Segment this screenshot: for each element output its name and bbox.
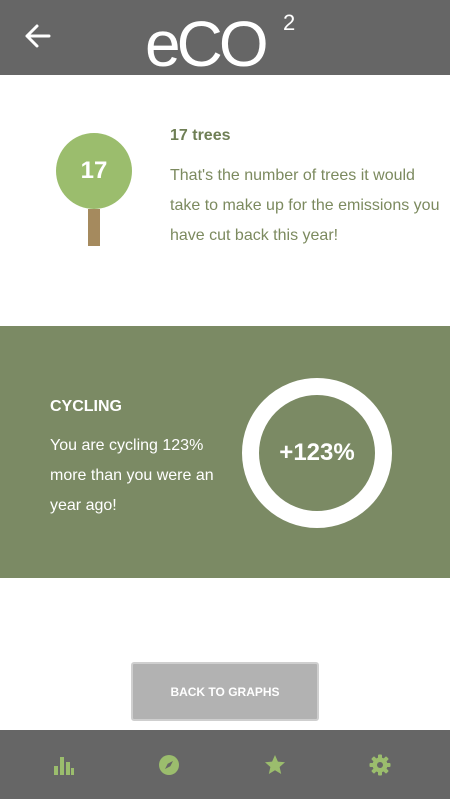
trees-title: 17 trees [170, 127, 231, 144]
bar-chart-icon [54, 757, 74, 775]
trees-section: 17 17 trees That's the number of trees i… [0, 75, 450, 326]
gear-icon [369, 754, 391, 776]
cycling-section: CYCLING You are cycling 123% more than y… [0, 326, 450, 578]
nav-settings[interactable] [368, 753, 392, 777]
app-header: eCO 2 [0, 0, 450, 75]
nav-favorites[interactable] [263, 753, 287, 777]
back-to-graphs-button[interactable]: BACK TO GRAPHS [131, 662, 319, 721]
nav-stats[interactable] [52, 753, 76, 777]
eco2-logo: eCO 2 [145, 8, 295, 72]
back-button[interactable] [22, 20, 52, 52]
bottom-navigation [0, 730, 450, 799]
tree-trunk [88, 209, 100, 246]
cycling-percent-value: +123% [279, 439, 355, 466]
svg-text:2: 2 [283, 10, 295, 35]
tree-count: 17 [80, 157, 108, 184]
nav-explore[interactable] [157, 753, 181, 777]
tree-crown: 17 [56, 133, 132, 209]
svg-text:eCO: eCO [145, 8, 266, 72]
cycling-description: You are cycling 123% more than you were … [50, 437, 214, 514]
star-icon [265, 755, 285, 774]
cycling-title: CYCLING [50, 398, 122, 415]
trees-description: That's the number of trees it would take… [170, 167, 440, 244]
cycling-percent-ring: +123% [242, 378, 392, 528]
compass-icon [159, 755, 179, 775]
arrow-left-icon [25, 24, 51, 48]
